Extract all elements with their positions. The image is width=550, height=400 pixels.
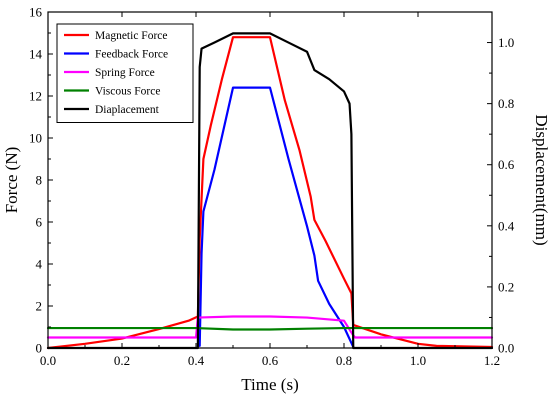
legend-label: Spring Force: [95, 67, 155, 79]
y-right-tick-label: 0.0: [498, 341, 514, 356]
legend-label: Feedback Force: [95, 49, 168, 61]
y-left-tick-label: 0: [36, 341, 43, 356]
y-right-tick-label: 0.8: [498, 96, 514, 111]
x-tick-label: 0.4: [188, 353, 205, 368]
y-left-tick-label: 12: [29, 89, 42, 104]
y-right-tick-label: 0.4: [498, 218, 515, 233]
y-right-tick-label: 1.0: [498, 35, 514, 50]
y-right-tick-label: 0.6: [498, 157, 515, 172]
x-tick-label: 0.0: [40, 353, 56, 368]
y-left-tick-label: 10: [29, 131, 42, 146]
x-tick-label: 0.6: [262, 353, 279, 368]
x-tick-label: 1.2: [484, 353, 500, 368]
series-line-viscous-force: [46, 326, 494, 331]
legend-label: Viscous Force: [95, 86, 160, 98]
series-layer: [46, 32, 494, 350]
y-left-tick-label: 14: [29, 47, 43, 62]
series-line-magnetic-force: [46, 36, 494, 350]
y-left-tick-label: 2: [36, 299, 43, 314]
series-line-diaplacement: [46, 32, 494, 350]
series-line-feedback-force: [198, 86, 355, 349]
legend-label: Diaplacement: [95, 104, 160, 116]
y-right-tick-label: 0.2: [498, 279, 514, 294]
y-left-tick-label: 8: [36, 173, 43, 188]
y-axis-left: 0 2 4 6 8 10 12 14 16: [29, 5, 53, 356]
x-tick-label: 1.0: [410, 353, 426, 368]
y-left-tick-label: 6: [36, 215, 43, 230]
y-axis-right-title: Displacement(mm): [532, 114, 550, 245]
x-axis: 0.0 0.2 0.4 0.6 0.8 1.0 1.2: [40, 12, 500, 368]
y-axis-right: 0.0 0.2 0.4 0.6 0.8 1.0: [487, 35, 515, 356]
x-tick-label: 0.8: [336, 353, 352, 368]
y-axis-left-title: Force (N): [2, 147, 21, 214]
y-left-tick-label: 4: [36, 257, 43, 272]
legend-box: [56, 23, 194, 123]
legend: Magnetic Force Feedback Force Spring Force…: [56, 23, 194, 123]
y-left-tick-label: 16: [29, 5, 43, 20]
x-axis-title: Time (s): [241, 375, 298, 394]
legend-label: Magnetic Force: [95, 30, 168, 42]
x-tick-label: 0.2: [114, 353, 130, 368]
